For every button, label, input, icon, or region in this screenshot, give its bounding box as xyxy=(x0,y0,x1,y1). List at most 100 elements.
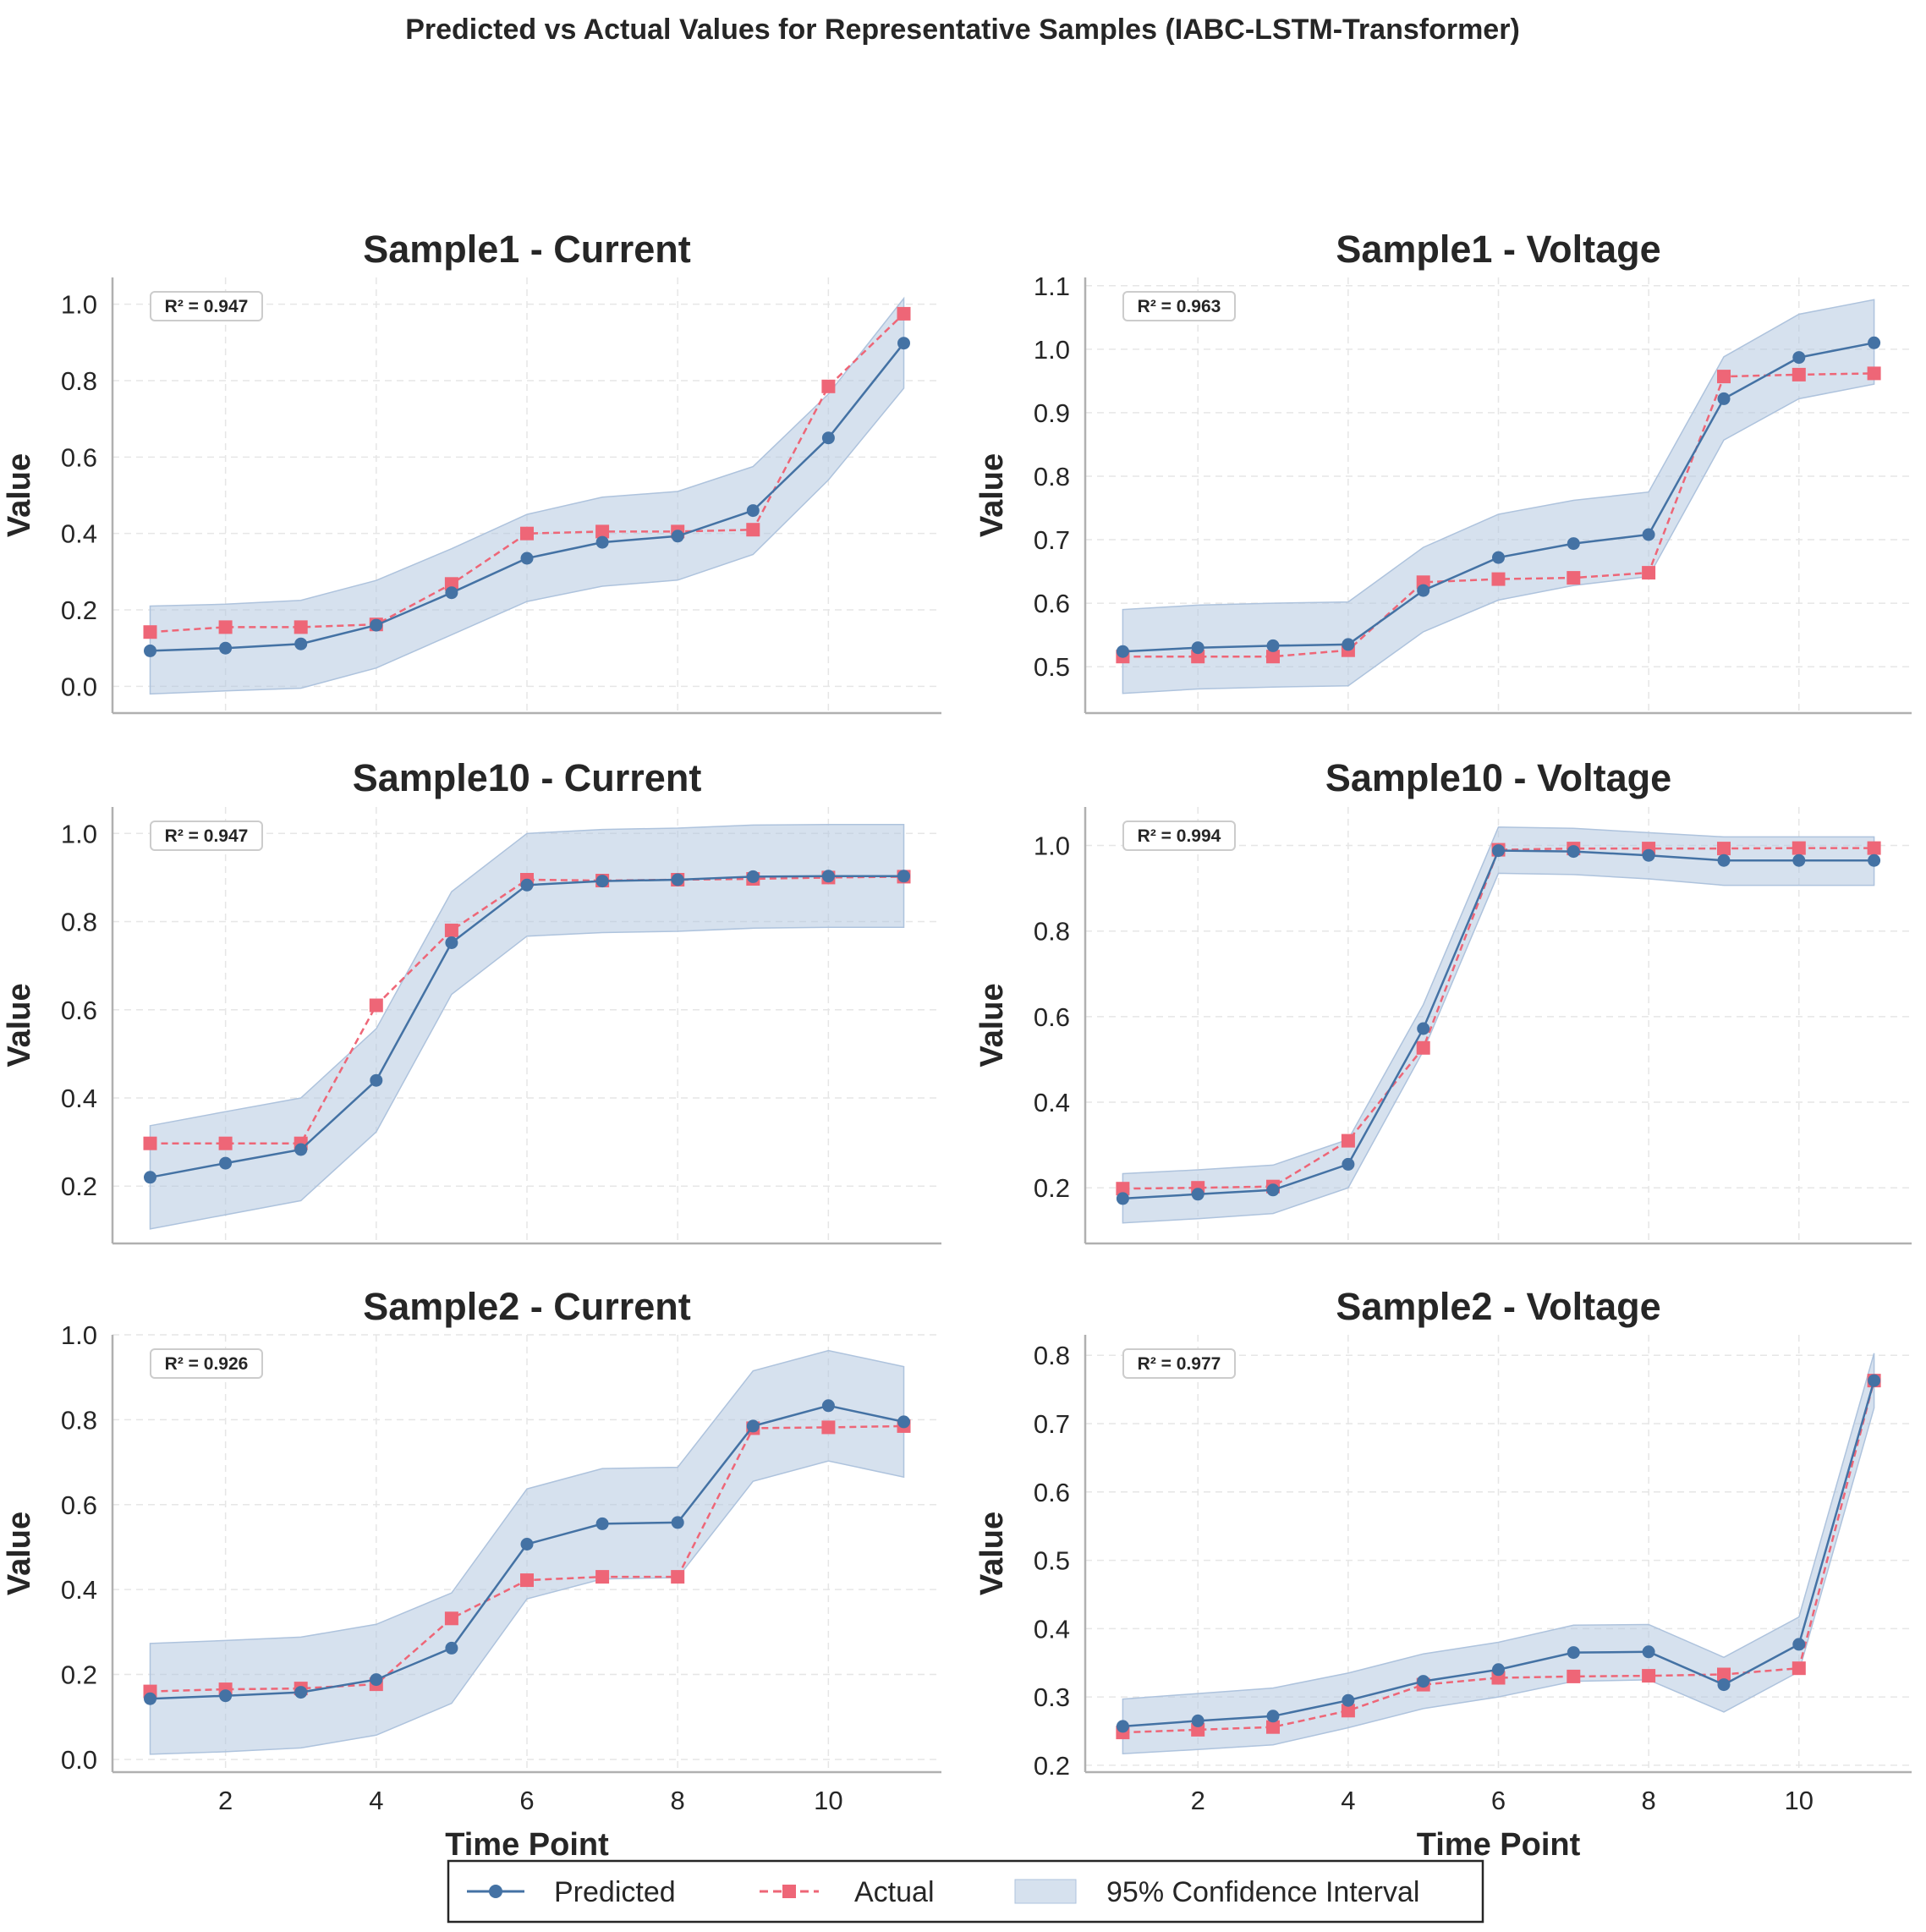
predicted-point xyxy=(1266,1710,1280,1723)
y-tick-label: 0.5 xyxy=(1034,1546,1070,1576)
actual-point xyxy=(444,923,458,937)
predicted-point xyxy=(1417,584,1430,597)
actual-point xyxy=(1491,572,1506,586)
predicted-point xyxy=(1116,645,1129,658)
y-axis-label: Value xyxy=(974,1512,1010,1595)
predicted-point xyxy=(821,870,835,883)
subplot-title: Sample10 - Voltage xyxy=(1325,756,1671,799)
predicted-point xyxy=(821,431,835,445)
r2-box xyxy=(1122,291,1236,321)
predicted-point xyxy=(520,1538,534,1551)
legend: Predicted Actual 95% Confidence Interval xyxy=(447,1859,1484,1924)
actual-point xyxy=(369,998,383,1013)
r2-label: R² = 0.947 xyxy=(165,826,249,846)
predicted-point xyxy=(1717,1678,1731,1692)
y-axis-label: Value xyxy=(2,1512,37,1595)
actual-point xyxy=(143,1136,157,1150)
figure-title: Predicted vs Actual Values for Represent… xyxy=(405,14,1520,46)
y-tick-label: 0.9 xyxy=(1034,398,1070,428)
y-tick-label: 0.4 xyxy=(61,519,97,549)
y-tick-label: 1.1 xyxy=(1034,272,1070,301)
actual-point xyxy=(1266,1720,1280,1734)
r2-box xyxy=(150,291,263,321)
actual-point xyxy=(1867,366,1881,381)
x-tick-label: 8 xyxy=(1642,1786,1656,1815)
legend-predicted-marker xyxy=(489,1885,502,1898)
grid xyxy=(1085,1335,1912,1772)
predicted-point xyxy=(746,870,760,883)
r2-label: R² = 0.926 xyxy=(165,1354,249,1374)
predicted-point xyxy=(1567,1646,1580,1660)
y-tick-label: 0.5 xyxy=(1034,652,1070,682)
r2-label: R² = 0.963 xyxy=(1138,297,1221,316)
y-tick-label: 0.7 xyxy=(1034,525,1070,555)
predicted-point xyxy=(1492,844,1505,858)
predicted-point xyxy=(1191,1188,1204,1201)
x-axis-label: Time Point xyxy=(1417,1827,1581,1863)
predicted-point xyxy=(671,873,684,886)
actual-point xyxy=(595,524,610,539)
subplot-sample10-current: 0.2 0.4 0.6 0.8 1.0 Value Sample10 - Current R²… xyxy=(2,756,941,1245)
predicted-point xyxy=(144,1692,156,1705)
predicted-point xyxy=(445,936,458,949)
y-tick-label: 0.0 xyxy=(61,1745,97,1775)
predicted-point xyxy=(1642,1645,1655,1659)
x-tick-label: 2 xyxy=(1191,1786,1205,1815)
x-tick-label: 8 xyxy=(671,1786,685,1815)
predicted-point xyxy=(1342,1693,1355,1707)
predicted-point xyxy=(671,1516,684,1529)
actual-point xyxy=(1341,1133,1355,1148)
y-tick-label: 0.6 xyxy=(1034,589,1070,618)
predicted-point xyxy=(370,1673,383,1687)
y-axis-label: Value xyxy=(974,453,1010,537)
actual-point xyxy=(671,1570,685,1584)
predicted-point xyxy=(219,1689,233,1703)
actual-point xyxy=(1191,1722,1205,1737)
y-tick-label: 1.0 xyxy=(1034,335,1070,365)
actual-point xyxy=(218,1136,233,1150)
r2-box xyxy=(150,1348,263,1379)
predicted-point xyxy=(595,1517,609,1530)
subplot-sample2-voltage: 0.2 0.3 0.4 0.5 0.6 0.7 0.8 2 4 6 8 10 Time Point Val… xyxy=(974,1285,1912,1863)
subplot-title: Sample10 - Current xyxy=(353,756,702,799)
actual-point xyxy=(1792,367,1806,381)
predicted-point xyxy=(294,1686,308,1699)
y-tick-label: 0.2 xyxy=(1034,1751,1070,1781)
confidence-band xyxy=(149,1349,905,1755)
predicted-point xyxy=(595,535,609,549)
confidence-band xyxy=(1122,1353,1875,1754)
x-axis-label: Time Point xyxy=(445,1827,609,1863)
predicted-point xyxy=(520,552,534,565)
predicted-point xyxy=(370,618,383,632)
legend-actual-marker xyxy=(782,1885,796,1898)
predicted-point xyxy=(294,1143,308,1156)
actual-point xyxy=(1567,1669,1581,1683)
actual-point xyxy=(821,1420,836,1435)
y-tick-label: 0.8 xyxy=(1034,1341,1070,1370)
y-tick-label: 0.4 xyxy=(1034,1088,1070,1117)
subplot-sample1-current: 0.0 0.2 0.4 0.6 0.8 1.0 Value Sample1 - Current… xyxy=(2,228,941,715)
actual-point xyxy=(1116,1182,1130,1196)
predicted-point xyxy=(1567,845,1580,859)
predicted-point xyxy=(897,870,910,883)
predicted-point xyxy=(1266,1183,1280,1197)
predicted-point xyxy=(219,641,233,655)
predicted-point xyxy=(1792,1638,1806,1651)
predicted-point xyxy=(897,337,910,350)
predicted-point xyxy=(671,530,684,543)
predicted-point xyxy=(1868,336,1881,349)
r2-label: R² = 0.947 xyxy=(165,297,249,316)
subplot-grid: 0.0 0.2 0.4 0.6 0.8 1.0 Value Sample1 - Current… xyxy=(2,228,1912,1863)
legend-frame xyxy=(447,1859,1484,1924)
y-tick-label: 0.8 xyxy=(61,1405,97,1435)
y-tick-label: 0.2 xyxy=(61,1660,97,1690)
y-tick-label: 0.4 xyxy=(61,1084,97,1113)
x-tick-label: 6 xyxy=(519,1786,534,1815)
predicted-point xyxy=(1868,853,1881,867)
y-axis-label: Value xyxy=(2,983,37,1067)
actual-point xyxy=(143,625,157,639)
predicted-point xyxy=(144,1171,156,1184)
y-tick-label: 1.0 xyxy=(61,819,97,848)
predicted-point xyxy=(1717,853,1731,867)
r2-box xyxy=(150,821,263,851)
